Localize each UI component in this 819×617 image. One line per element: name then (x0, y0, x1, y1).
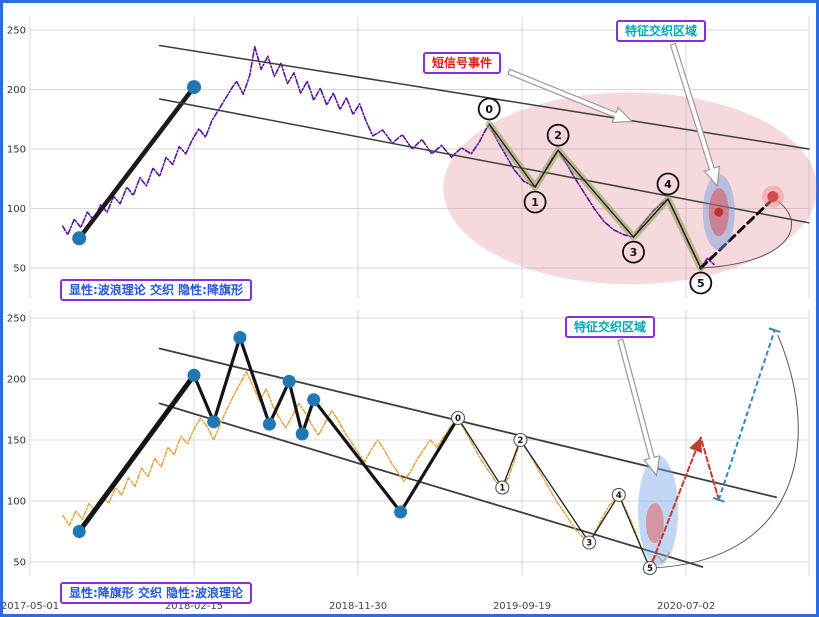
x-axis-labels: 2017-05-01 2018-02-15 2018-11-30 2019-09-19… (1, 601, 715, 612)
bottom-flag-dots (72, 331, 465, 538)
annotation-bottom-region: 特征交织区域 (565, 316, 656, 338)
bottom-region-inner-ellipse (645, 503, 664, 543)
y-tick-label: 50 (13, 558, 26, 569)
annotation-signal-event: 短信号事件 (423, 52, 502, 74)
bottom-forecast-blue (712, 327, 781, 503)
wave-number-label: 5 (697, 277, 705, 290)
annotation-bottom-legend: 显性:降旗形 交织 隐性:波浪理论 (60, 582, 252, 604)
wave-number-label: 2 (517, 436, 523, 446)
top-impulse-dots (72, 80, 201, 246)
top-wave-markers: 0 1 2 3 4 5 (477, 97, 713, 295)
top-region-arrow (669, 42, 721, 188)
bottom-wave-line (457, 417, 651, 569)
wave-number-label: 1 (499, 484, 505, 494)
y-tick-label: 50 (13, 264, 26, 275)
top-forecast-dot (761, 185, 784, 208)
wave-number-label: 4 (664, 178, 672, 191)
bottom-forecast-red-arrowhead (689, 437, 703, 454)
top-forecast-dashed (699, 197, 775, 270)
y-tick-label: 250 (7, 26, 26, 37)
wave-number-label: 2 (554, 129, 562, 142)
bottom-flag-line (77, 335, 460, 534)
wave-number-label: 3 (586, 539, 592, 549)
wave-number-label: 0 (455, 414, 461, 424)
bottom-lower-channel (158, 402, 704, 568)
top-signal-arrow (507, 68, 634, 123)
x-tick-label: 2017-05-01 (1, 601, 59, 612)
top-impulse-line (76, 84, 197, 241)
wave-number-label: 0 (485, 103, 493, 116)
bottom-flag-pole (76, 372, 197, 534)
y-tick-label: 150 (7, 436, 26, 447)
bottom-forecast-curve (649, 334, 799, 569)
wave-number-label: 3 (630, 246, 638, 259)
y-tick-label: 200 (7, 85, 26, 96)
top-chart: 0 1 2 3 4 5 (62, 42, 818, 295)
wave-number-label: 5 (647, 564, 653, 574)
bottom-chart: 0 1 2 3 4 5 (62, 327, 799, 576)
bottom-price-series-orange (62, 370, 671, 569)
annotation-top-legend: 显性:波浪理论 交织 隐性:降旗形 (60, 279, 252, 301)
annotation-top-region: 特征交织区域 (616, 20, 707, 42)
x-tick-label: 2018-11-30 (329, 601, 387, 612)
y-tick-label: 250 (7, 314, 26, 325)
x-tick-label: 2020-07-02 (657, 601, 715, 612)
bottom-upper-channel (158, 347, 778, 499)
top-lower-channel (158, 98, 810, 224)
y-tick-label: 200 (7, 375, 26, 386)
bottom-wave-markers: 0 1 2 3 4 5 (450, 410, 657, 576)
bottom-region-arrow (617, 338, 661, 477)
y-tick-label: 100 (7, 204, 26, 215)
top-target-bullseye (702, 174, 735, 251)
wave-number-label: 1 (531, 196, 539, 209)
wave-number-label: 4 (616, 491, 622, 501)
x-tick-label: 2018-02-15 (165, 601, 223, 612)
x-tick-label: 2019-09-19 (493, 601, 551, 612)
y-tick-label: 150 (7, 145, 26, 156)
top-forecast-curve (700, 200, 793, 269)
top-wave-line (488, 123, 702, 269)
top-price-series-purple (62, 45, 715, 269)
y-tick-label: 100 (7, 497, 26, 508)
